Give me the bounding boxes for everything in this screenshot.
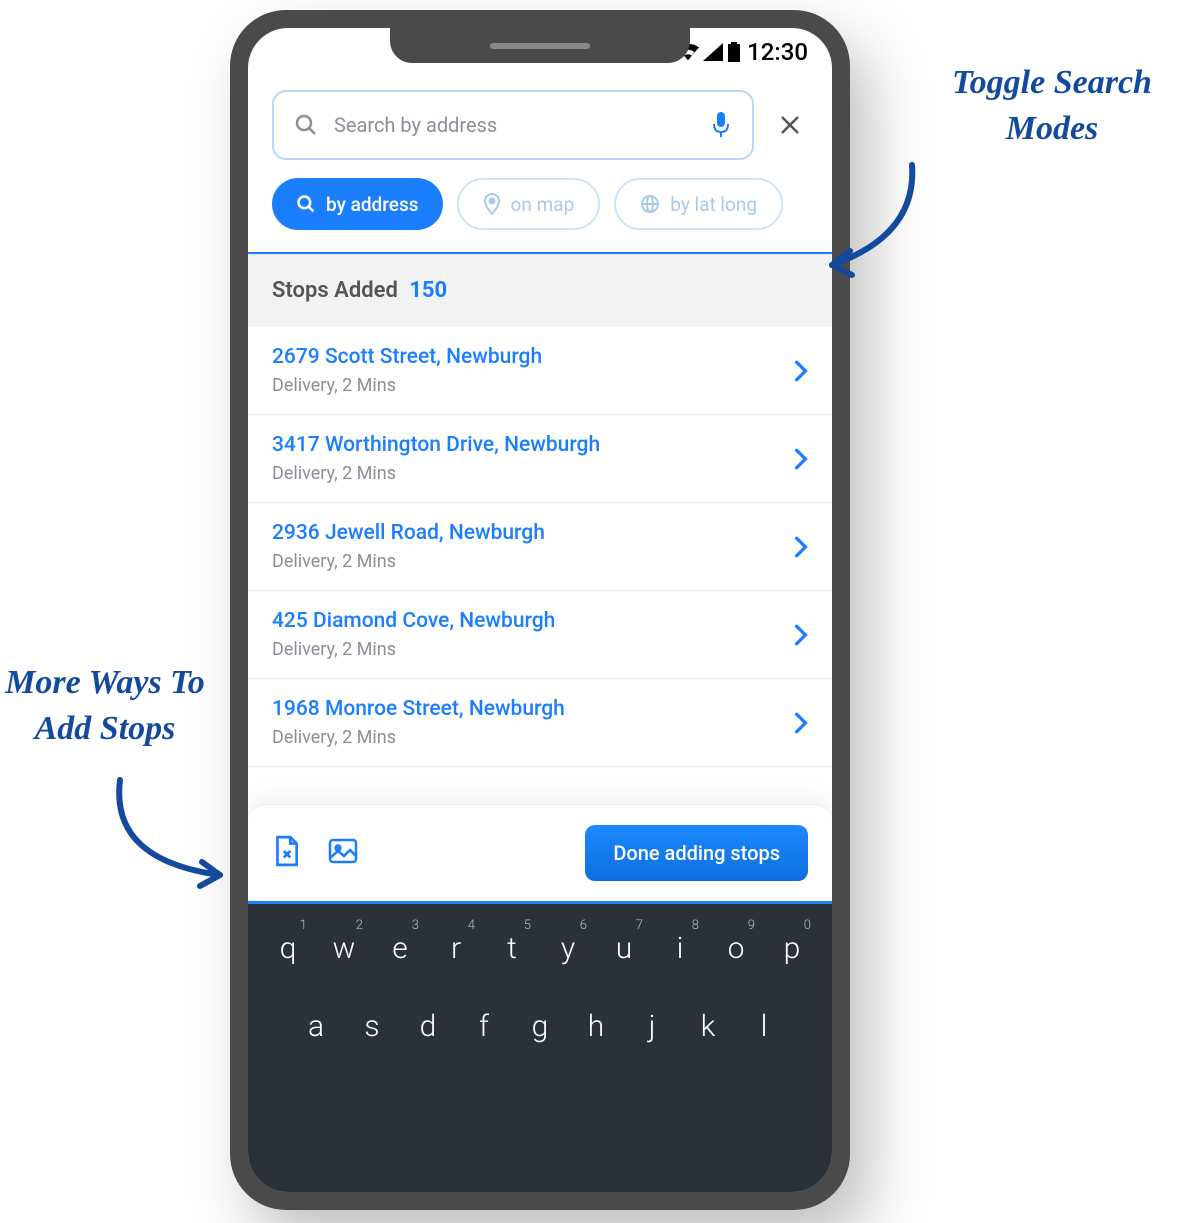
globe-icon	[640, 194, 660, 214]
stop-item[interactable]: 2936 Jewell Road, Newburgh Delivery, 2 M…	[248, 503, 832, 591]
key-q[interactable]: 1q	[263, 916, 313, 980]
chip-label: on map	[511, 193, 575, 216]
stop-text: 2936 Jewell Road, Newburgh Delivery, 2 M…	[272, 521, 794, 572]
key-num: 6	[580, 918, 587, 933]
key-num: 9	[748, 918, 755, 933]
search-mode-chips: by address on map by lat long	[248, 178, 832, 252]
phone-screen: 12:30 Search by address by address on ma…	[248, 28, 832, 1192]
search-icon	[296, 194, 316, 214]
stop-meta: Delivery, 2 Mins	[272, 727, 794, 748]
done-button[interactable]: Done adding stops	[585, 825, 808, 881]
key-num: 7	[636, 918, 643, 933]
stop-item[interactable]: 425 Diamond Cove, Newburgh Delivery, 2 M…	[248, 591, 832, 679]
image-icon	[328, 837, 358, 865]
signal-icon	[703, 43, 723, 61]
key-num: 4	[468, 918, 475, 933]
stop-text: 3417 Worthington Drive, Newburgh Deliver…	[272, 433, 794, 484]
stop-meta: Delivery, 2 Mins	[272, 463, 794, 484]
close-button[interactable]	[772, 101, 808, 150]
annotation-more-ways: More Ways To Add Stops	[0, 660, 210, 752]
key-d[interactable]: d	[403, 994, 453, 1058]
stop-item[interactable]: 3417 Worthington Drive, Newburgh Deliver…	[248, 415, 832, 503]
key-w[interactable]: 2w	[319, 916, 369, 980]
chevron-right-icon	[794, 624, 808, 646]
chevron-right-icon	[794, 536, 808, 558]
key-p[interactable]: 0p	[767, 916, 817, 980]
key-f[interactable]: f	[459, 994, 509, 1058]
search-icon	[294, 113, 318, 137]
stop-address: 1968 Monroe Street, Newburgh	[272, 697, 794, 721]
key-e[interactable]: 3e	[375, 916, 425, 980]
stop-address: 2679 Scott Street, Newburgh	[272, 345, 794, 369]
arrow-left	[90, 770, 240, 904]
key-num: 8	[692, 918, 699, 933]
status-time: 12:30	[747, 38, 808, 66]
key-j[interactable]: j	[627, 994, 677, 1058]
chip-by-latlong[interactable]: by lat long	[614, 178, 783, 230]
stops-label: Stops Added	[272, 278, 398, 303]
chevron-right-icon	[794, 712, 808, 734]
file-x-icon	[272, 835, 300, 867]
key-g[interactable]: g	[515, 994, 565, 1058]
bottom-bar: Done adding stops	[248, 804, 832, 904]
chip-on-map[interactable]: on map	[457, 178, 601, 230]
search-placeholder: Search by address	[334, 113, 694, 137]
key-t[interactable]: 5t	[487, 916, 537, 980]
notch	[390, 28, 690, 63]
key-k[interactable]: k	[683, 994, 733, 1058]
key-o[interactable]: 9o	[711, 916, 761, 980]
stop-meta: Delivery, 2 Mins	[272, 375, 794, 396]
arrow-right	[812, 155, 932, 289]
key-a[interactable]: a	[291, 994, 341, 1058]
stop-meta: Delivery, 2 Mins	[272, 551, 794, 572]
key-num: 2	[356, 918, 363, 933]
import-file-button[interactable]	[272, 835, 300, 871]
key-s[interactable]: s	[347, 994, 397, 1058]
stop-address: 2936 Jewell Road, Newburgh	[272, 521, 794, 545]
keyboard[interactable]: 1q2w3e4r5t6y7u8i9o0p asdfghjkl	[248, 902, 832, 1192]
import-image-button[interactable]	[328, 837, 358, 869]
key-r[interactable]: 4r	[431, 916, 481, 980]
stop-item[interactable]: 2679 Scott Street, Newburgh Delivery, 2 …	[248, 327, 832, 415]
map-pin-icon	[483, 193, 501, 215]
stop-text: 425 Diamond Cove, Newburgh Delivery, 2 M…	[272, 609, 794, 660]
stop-text: 2679 Scott Street, Newburgh Delivery, 2 …	[272, 345, 794, 396]
stop-address: 425 Diamond Cove, Newburgh	[272, 609, 794, 633]
stops-header: Stops Added 150	[248, 254, 832, 327]
annotation-toggle-search: Toggle Search Modes	[912, 60, 1192, 152]
search-row: Search by address	[248, 76, 832, 178]
chip-label: by lat long	[670, 193, 757, 216]
battery-icon	[727, 42, 741, 62]
microphone-icon[interactable]	[710, 112, 732, 138]
chevron-right-icon	[794, 360, 808, 382]
phone-frame: 12:30 Search by address by address on ma…	[230, 10, 850, 1210]
key-num: 5	[524, 918, 531, 933]
key-h[interactable]: h	[571, 994, 621, 1058]
key-num: 1	[300, 918, 307, 933]
stop-address: 3417 Worthington Drive, Newburgh	[272, 433, 794, 457]
stop-meta: Delivery, 2 Mins	[272, 639, 794, 660]
close-icon	[780, 115, 800, 135]
key-y[interactable]: 6y	[543, 916, 593, 980]
stop-item[interactable]: 1968 Monroe Street, Newburgh Delivery, 2…	[248, 679, 832, 767]
chip-by-address[interactable]: by address	[272, 178, 443, 230]
done-label: Done adding stops	[613, 841, 780, 865]
key-u[interactable]: 7u	[599, 916, 649, 980]
key-num: 3	[412, 918, 419, 933]
stops-list: 2679 Scott Street, Newburgh Delivery, 2 …	[248, 327, 832, 767]
key-i[interactable]: 8i	[655, 916, 705, 980]
chevron-right-icon	[794, 448, 808, 470]
stop-text: 1968 Monroe Street, Newburgh Delivery, 2…	[272, 697, 794, 748]
search-input[interactable]: Search by address	[272, 90, 754, 160]
chip-label: by address	[326, 193, 419, 216]
stops-count: 150	[409, 278, 447, 303]
key-l[interactable]: l	[739, 994, 789, 1058]
key-num: 0	[804, 918, 811, 933]
